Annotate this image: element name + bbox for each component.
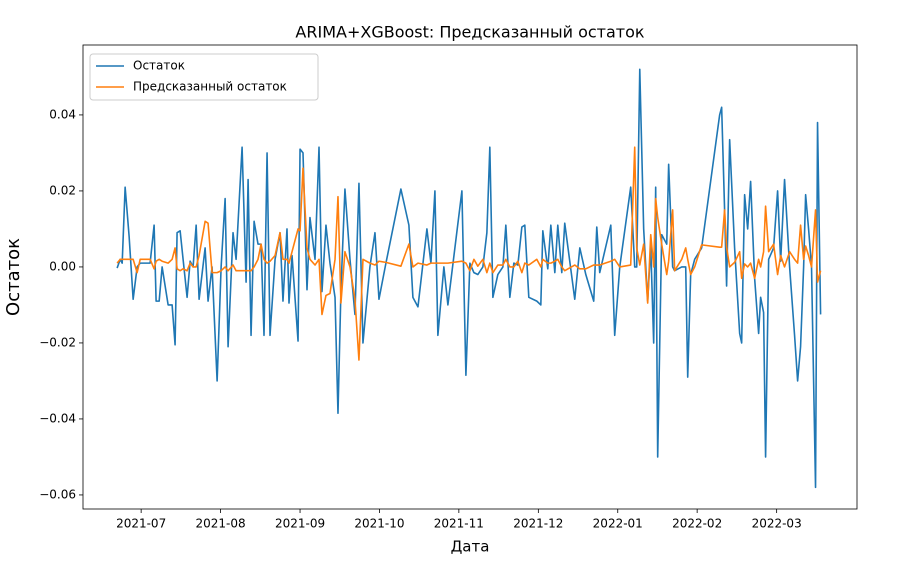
y-tick-label: −0.04 — [39, 411, 76, 425]
y-tick-label: 0.00 — [49, 259, 76, 273]
y-tick-label: −0.06 — [39, 487, 76, 501]
x-tick-label: 2022-02 — [672, 517, 722, 531]
chart-title: ARIMA+XGBoost: Предсказанный остаток — [295, 23, 644, 42]
y-axis-label: Остаток — [3, 238, 24, 316]
x-tick-label: 2022-03 — [752, 517, 802, 531]
x-tick-label: 2021-08 — [195, 517, 245, 531]
legend-label: Остаток — [133, 59, 185, 73]
legend-box — [89, 53, 319, 101]
x-tick-label: 2021-11 — [434, 517, 484, 531]
legend-label: Предсказанный остаток — [133, 80, 287, 94]
legend: Остаток Предсказанный остаток — [89, 53, 319, 101]
x-tick-label: 2021-12 — [513, 517, 563, 531]
y-tick-label: −0.02 — [39, 335, 76, 349]
x-tick-label: 2021-10 — [354, 517, 404, 531]
plot-area — [116, 68, 822, 489]
y-tick-label: 0.02 — [49, 183, 76, 197]
x-tick-label: 2022-01 — [593, 517, 643, 531]
axes-frame — [82, 44, 858, 510]
series-line — [116, 146, 822, 361]
series-line — [116, 68, 822, 489]
x-tick-label: 2021-09 — [275, 517, 325, 531]
y-tick-label: 0.04 — [49, 107, 76, 121]
x-axis-label: Дата — [451, 538, 490, 556]
x-tick-label: 2021-07 — [116, 517, 166, 531]
